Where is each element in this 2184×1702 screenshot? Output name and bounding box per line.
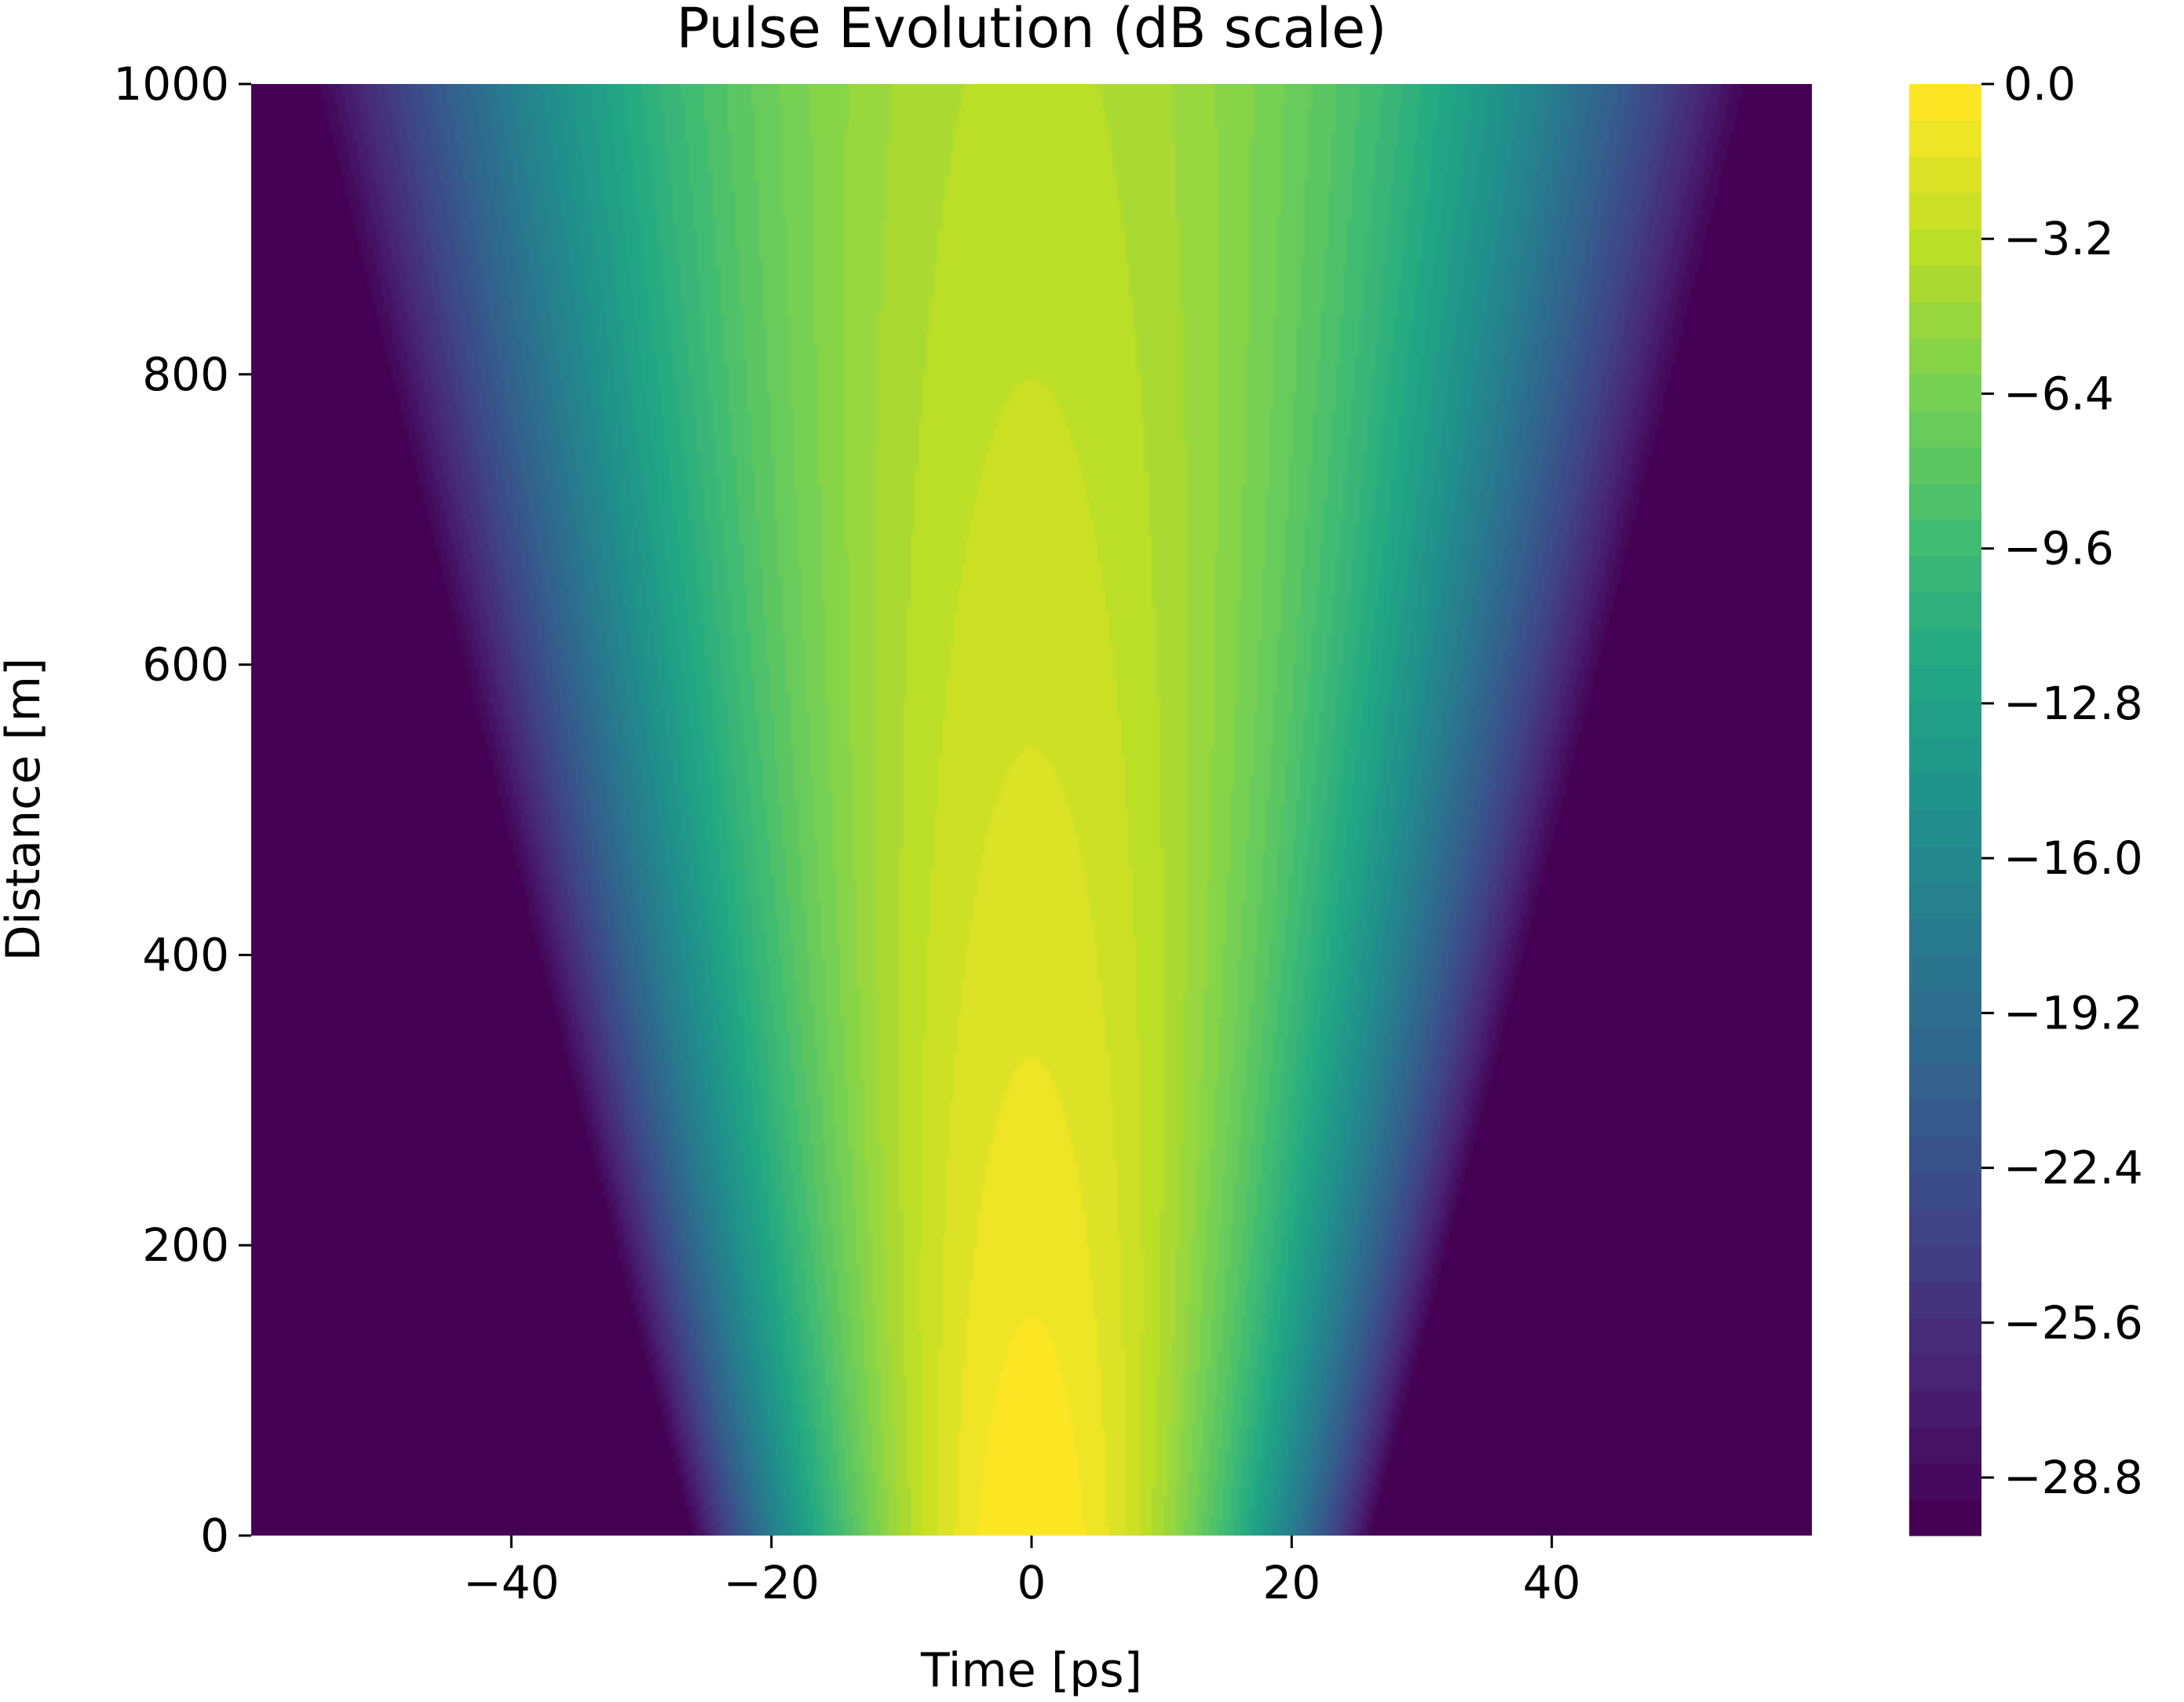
colorbar-tick-label: −3.2	[2003, 212, 2114, 265]
plot-area	[251, 84, 1812, 1536]
colorbar-band	[1909, 1281, 1981, 1319]
colorbar-band	[1909, 592, 1981, 629]
colorbar-tick-label: −12.8	[2003, 677, 2143, 730]
colorbar-band	[1909, 846, 1981, 883]
colorbar-band	[1909, 1208, 1981, 1246]
colorbar-band	[1909, 1136, 1981, 1174]
y-tick-label: 200	[142, 1218, 229, 1272]
chart-title: Pulse Evolution (dB scale)	[677, 0, 1387, 60]
heatmap-image	[251, 84, 1812, 1536]
colorbar-band	[1909, 1100, 1981, 1138]
x-tick-label: 20	[1262, 1556, 1320, 1609]
colorbar-band	[1909, 664, 1981, 702]
y-axis: 0 200 400 600 800 1000	[113, 57, 251, 1562]
colorbar-band	[1909, 919, 1981, 955]
x-axis: −40 −20 0 20 40	[463, 1536, 1581, 1609]
colorbar-band	[1909, 1245, 1981, 1283]
colorbar-band	[1909, 228, 1981, 266]
x-tick-label: 0	[1017, 1556, 1046, 1609]
x-tick-label: 40	[1523, 1556, 1581, 1609]
x-tick-label: −40	[463, 1556, 559, 1609]
colorbar-band	[1909, 737, 1981, 774]
x-axis-label: Time [ps]	[920, 1643, 1142, 1698]
colorbar-band	[1909, 700, 1981, 738]
colorbar-tick-label: −16.0	[2003, 831, 2143, 885]
y-tick-label: 400	[142, 928, 229, 981]
colorbar-band	[1909, 955, 1981, 992]
colorbar-tick-label: −22.4	[2003, 1141, 2143, 1195]
colorbar-tick-label: −25.6	[2003, 1296, 2143, 1350]
y-axis-label: Distance [m]	[0, 658, 51, 962]
colorbar-band	[1909, 1172, 1981, 1210]
colorbar-band	[1909, 1064, 1981, 1101]
colorbar-tick-label: −19.2	[2003, 986, 2143, 1039]
colorbar-band	[1909, 1499, 1981, 1536]
x-tick-label: −20	[723, 1556, 819, 1609]
colorbar-band	[1909, 483, 1981, 520]
colorbar-band	[1909, 301, 1981, 339]
colorbar-band	[1909, 338, 1981, 375]
colorbar-band	[1909, 374, 1981, 411]
colorbar-band	[1909, 411, 1981, 447]
colorbar-tick-label: −28.8	[2003, 1451, 2143, 1504]
colorbar-tick-label: −9.6	[2003, 522, 2114, 575]
colorbar-band	[1909, 84, 1981, 121]
colorbar: 0.0 −3.2 −6.4 −9.6 −12.8 −16.0 −19.2 −22.4 −25.6…	[1909, 57, 2143, 1536]
colorbar-band	[1909, 1426, 1981, 1464]
colorbar-band	[1909, 773, 1981, 811]
colorbar-band	[1909, 1027, 1981, 1065]
y-tick-label: 800	[142, 348, 229, 401]
colorbar-band	[1909, 1463, 1981, 1500]
colorbar-band	[1909, 447, 1981, 484]
colorbar-band	[1909, 265, 1981, 302]
colorbar-band	[1909, 991, 1981, 1028]
colorbar-band	[1909, 192, 1981, 230]
y-tick-label: 1000	[113, 57, 229, 111]
y-tick-label: 600	[142, 638, 229, 692]
colorbar-band	[1909, 555, 1981, 593]
colorbar-tick-label: 0.0	[2003, 57, 2076, 111]
colorbar-band	[1909, 1390, 1981, 1427]
colorbar-band	[1909, 1317, 1981, 1355]
colorbar-tick-label: −6.4	[2003, 367, 2114, 420]
colorbar-band	[1909, 519, 1981, 557]
colorbar-band	[1909, 882, 1981, 919]
colorbar-band	[1909, 156, 1981, 194]
colorbar-band	[1909, 628, 1981, 666]
colorbar-band	[1909, 120, 1981, 158]
y-tick-label: 0	[200, 1509, 229, 1562]
colorbar-band	[1909, 809, 1981, 847]
colorbar-band	[1909, 1353, 1981, 1391]
